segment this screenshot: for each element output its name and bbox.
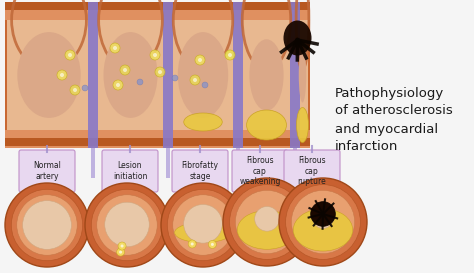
Circle shape (117, 248, 125, 256)
Circle shape (123, 68, 127, 72)
Text: Lesion
initiation: Lesion initiation (113, 161, 147, 181)
Bar (166, 148, 170, 178)
Circle shape (188, 240, 196, 248)
Bar (290, 2, 300, 148)
Circle shape (97, 195, 157, 255)
Circle shape (153, 53, 157, 57)
Ellipse shape (184, 113, 222, 131)
Circle shape (70, 85, 80, 95)
Ellipse shape (297, 108, 309, 143)
Circle shape (118, 242, 126, 250)
Bar (5, 130, 310, 148)
Circle shape (91, 189, 163, 261)
Text: Fibrous
cap
rupture: Fibrous cap rupture (298, 156, 327, 186)
FancyBboxPatch shape (102, 150, 158, 192)
Circle shape (110, 43, 120, 53)
Circle shape (113, 46, 117, 50)
Bar (233, 2, 243, 148)
Circle shape (65, 50, 75, 60)
Bar (5, 2, 310, 10)
FancyBboxPatch shape (284, 150, 340, 192)
Circle shape (17, 195, 77, 255)
Circle shape (57, 70, 67, 80)
Circle shape (286, 185, 360, 259)
FancyBboxPatch shape (19, 150, 75, 192)
Circle shape (73, 88, 77, 92)
Circle shape (225, 50, 235, 60)
Circle shape (161, 183, 245, 267)
Circle shape (137, 79, 143, 85)
Circle shape (60, 73, 64, 77)
Circle shape (198, 58, 202, 62)
Circle shape (313, 208, 333, 229)
Circle shape (150, 50, 160, 60)
Circle shape (82, 85, 88, 91)
Circle shape (5, 183, 89, 267)
Circle shape (113, 80, 123, 90)
Circle shape (202, 82, 208, 88)
Circle shape (310, 202, 335, 226)
Circle shape (235, 190, 299, 254)
Circle shape (228, 53, 232, 57)
Bar (293, 148, 297, 178)
Circle shape (292, 190, 355, 254)
Bar (7, 20, 308, 130)
Circle shape (116, 83, 120, 87)
Text: Fibrofatty
stage: Fibrofatty stage (182, 161, 219, 181)
Circle shape (173, 195, 233, 255)
Bar (88, 2, 98, 148)
Circle shape (23, 201, 72, 249)
Circle shape (155, 67, 165, 77)
Circle shape (105, 202, 149, 247)
Circle shape (209, 241, 217, 248)
Circle shape (68, 53, 72, 57)
Circle shape (120, 65, 130, 75)
Ellipse shape (299, 48, 306, 102)
FancyBboxPatch shape (172, 150, 228, 192)
Circle shape (223, 178, 311, 266)
Circle shape (193, 78, 197, 82)
Circle shape (167, 189, 239, 261)
Circle shape (85, 183, 169, 267)
Bar (236, 148, 240, 178)
Circle shape (211, 243, 214, 246)
Bar (163, 2, 173, 148)
Circle shape (191, 242, 194, 245)
Ellipse shape (18, 32, 81, 118)
Circle shape (120, 245, 124, 248)
Ellipse shape (283, 20, 311, 55)
Ellipse shape (237, 210, 297, 249)
Bar (5, 2, 310, 148)
Circle shape (172, 75, 178, 81)
Bar (5, 138, 310, 146)
Bar (91, 148, 95, 178)
Circle shape (184, 204, 222, 243)
Text: Pathophysiology
of atherosclerosis
and myocardial
infarction: Pathophysiology of atherosclerosis and m… (335, 87, 453, 153)
Ellipse shape (178, 32, 228, 118)
FancyBboxPatch shape (232, 150, 288, 192)
Circle shape (195, 55, 205, 65)
Circle shape (119, 251, 122, 254)
Circle shape (158, 70, 162, 74)
Circle shape (279, 178, 367, 266)
Ellipse shape (249, 39, 283, 111)
Circle shape (229, 185, 304, 259)
Ellipse shape (103, 32, 157, 118)
Bar (5, 10, 310, 20)
Text: Fibrous
cap
weakening: Fibrous cap weakening (239, 156, 281, 186)
Circle shape (255, 206, 279, 231)
Text: Normal
artery: Normal artery (33, 161, 61, 181)
Ellipse shape (246, 110, 286, 140)
Circle shape (190, 75, 200, 85)
Ellipse shape (293, 209, 353, 251)
Ellipse shape (174, 222, 231, 243)
Circle shape (11, 189, 82, 261)
